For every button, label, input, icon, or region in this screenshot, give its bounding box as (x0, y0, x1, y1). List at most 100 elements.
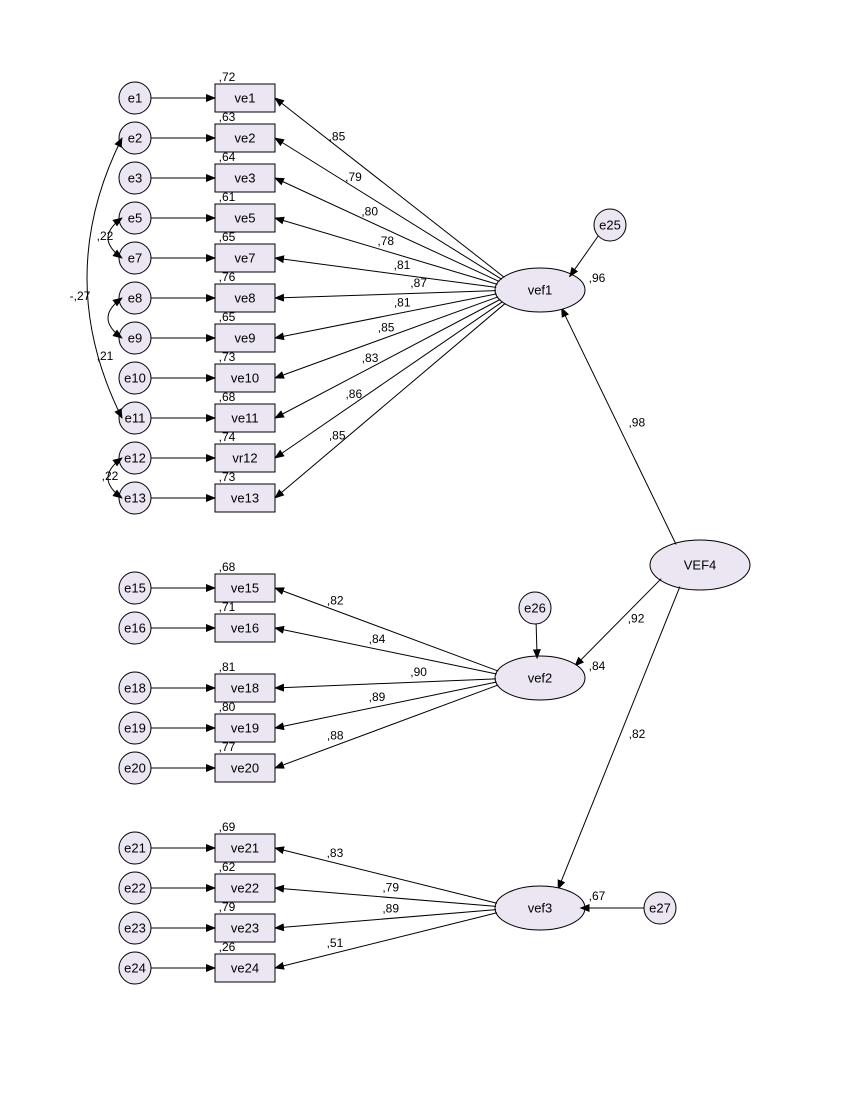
observed-label-ve1: ve1 (235, 90, 256, 105)
observed-label-vr12: vr12 (232, 450, 257, 465)
error-label-e21: e21 (124, 840, 146, 855)
latent-label-VEF4: VEF4 (684, 557, 717, 572)
observed-label-ve3: ve3 (235, 170, 256, 185)
rsq-ve21: ,69 (219, 820, 236, 834)
error-label-e24: e24 (124, 960, 146, 975)
rsq-ve10: ,73 (219, 350, 236, 364)
error-label-e16: e16 (124, 620, 146, 635)
loading-vef1-ve10: ,85 (378, 321, 395, 335)
rsq-vef2: ,84 (589, 659, 606, 673)
rsq-ve2: ,63 (219, 110, 236, 124)
observed-label-ve15: ve15 (231, 580, 259, 595)
err-arrow-e26 (536, 624, 537, 658)
observed-label-ve16: ve16 (231, 620, 259, 635)
path-vef2-ve19 (275, 682, 497, 728)
cov-e2-e11 (87, 138, 122, 418)
sem-diagram: VEF4,98vef1,96e25,92vef2,84e26,82vef3,67… (0, 0, 850, 1100)
path-vef3-ve24 (275, 913, 497, 968)
loading-vef1-ve13: ,85 (329, 428, 346, 442)
path-vef2-ve15 (275, 588, 498, 671)
loading-vef2-ve19: ,89 (369, 690, 386, 704)
latent-label-vef1: vef1 (528, 282, 553, 297)
loading-VEF4-vef1: ,98 (628, 415, 645, 429)
error-label-e7: e7 (128, 250, 142, 265)
error-label-e22: e22 (124, 880, 146, 895)
path-vef3-ve21 (275, 848, 497, 903)
loading-vef2-ve20: ,88 (327, 729, 344, 743)
rsq-ve22: ,62 (219, 860, 236, 874)
loading-vef2-ve15: ,82 (327, 593, 344, 607)
error-label-e2: e2 (128, 130, 142, 145)
observed-label-ve13: ve13 (231, 490, 259, 505)
rsq-ve24: ,26 (219, 940, 236, 954)
rsq-ve3: ,64 (219, 150, 236, 164)
path-vef1-ve1 (275, 98, 504, 277)
latent-label-vef2: vef2 (528, 670, 553, 685)
path-vef1-ve8 (275, 291, 496, 298)
error-label-e18: e18 (124, 680, 146, 695)
path-vef1-ve2 (275, 138, 502, 279)
loading-vef2-ve18: ,90 (410, 665, 427, 679)
observed-label-ve22: ve22 (231, 880, 259, 895)
observed-label-ve10: ve10 (231, 370, 259, 385)
loading-vef3-ve21: ,83 (327, 846, 344, 860)
loading-vef1-ve9: ,81 (394, 296, 411, 310)
loading-vef1-ve8: ,87 (410, 276, 427, 290)
error-label-e10: e10 (124, 370, 146, 385)
error-label-e25: e25 (599, 217, 621, 232)
error-label-e5: e5 (128, 210, 142, 225)
path-vef1-ve7 (275, 258, 496, 287)
loading-vef3-ve22: ,79 (382, 881, 399, 895)
observed-label-ve24: ve24 (231, 960, 259, 975)
cov-label-e2-e11: -,27 (70, 289, 91, 303)
path-VEF4-vef3 (558, 587, 680, 890)
rsq-ve8: ,76 (219, 270, 236, 284)
path-VEF4-vef2 (575, 579, 661, 666)
error-label-e3: e3 (128, 170, 142, 185)
loading-vef1-vr12: ,86 (345, 387, 362, 401)
rsq-ve7: ,65 (219, 230, 236, 244)
rsq-ve19: ,80 (219, 700, 236, 714)
rsq-ve15: ,68 (219, 560, 236, 574)
loading-vef2-ve16: ,84 (369, 632, 386, 646)
loading-VEF4-vef2: ,92 (628, 611, 645, 625)
rsq-ve1: ,72 (219, 70, 236, 84)
error-label-e12: e12 (124, 450, 146, 465)
rsq-ve20: ,77 (219, 740, 236, 754)
loading-vef1-ve7: ,81 (394, 258, 411, 272)
path-VEF4-vef1 (561, 308, 676, 544)
rsq-ve23: ,79 (219, 900, 236, 914)
observed-label-ve23: ve23 (231, 920, 259, 935)
observed-label-ve8: ve8 (235, 290, 256, 305)
rsq-vr12: ,74 (219, 430, 236, 444)
path-vef1-ve3 (275, 178, 499, 282)
error-label-e27: e27 (649, 900, 671, 915)
loading-vef1-ve2: ,79 (345, 170, 362, 184)
loading-vef1-ve5: ,78 (377, 234, 394, 248)
rsq-ve16: ,71 (219, 600, 236, 614)
rsq-ve9: ,65 (219, 310, 236, 324)
observed-label-ve21: ve21 (231, 840, 259, 855)
rsq-ve5: ,61 (219, 190, 236, 204)
error-label-e8: e8 (128, 290, 142, 305)
cov-label-e5-e7: ,22 (97, 229, 114, 243)
error-label-e19: e19 (124, 720, 146, 735)
loading-VEF4-vef3: ,82 (629, 727, 646, 741)
path-vef1-ve5 (275, 218, 497, 284)
rsq-ve13: ,73 (219, 470, 236, 484)
observed-label-ve2: ve2 (235, 130, 256, 145)
path-vef2-ve16 (275, 628, 497, 674)
error-label-e11: e11 (125, 410, 146, 425)
error-label-e26: e26 (524, 600, 546, 615)
observed-label-ve19: ve19 (231, 720, 259, 735)
observed-label-ve18: ve18 (231, 680, 259, 695)
loading-vef3-ve23: ,89 (382, 901, 399, 915)
rsq-ve18: ,81 (219, 660, 236, 674)
observed-label-ve20: ve20 (231, 760, 259, 775)
error-label-e13: e13 (124, 490, 146, 505)
path-vef1-ve11 (275, 299, 500, 418)
error-label-e1: e1 (128, 90, 142, 105)
loading-vef1-ve1: ,85 (329, 129, 346, 143)
loading-vef1-ve3: ,80 (361, 205, 378, 219)
error-label-e15: e15 (124, 580, 146, 595)
